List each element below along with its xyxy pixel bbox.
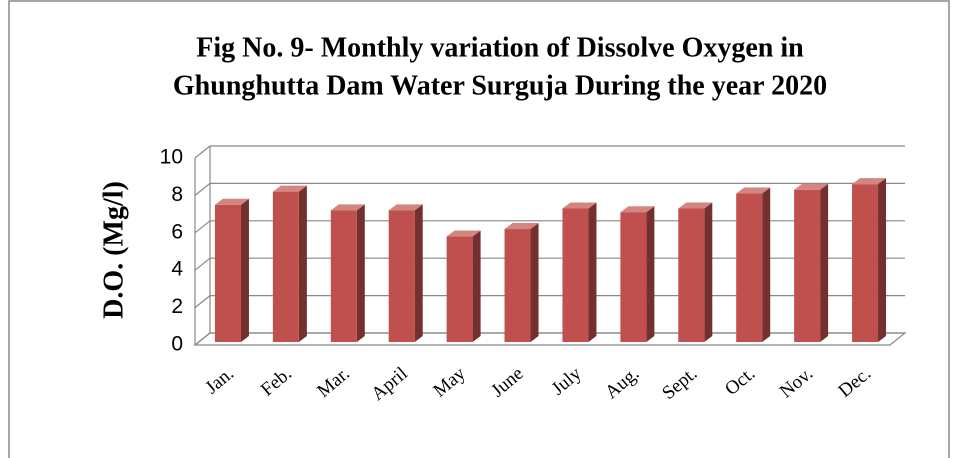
bar-side <box>530 223 539 342</box>
chart-title: Fig No. 9- Monthly variation of Dissolve… <box>196 32 804 63</box>
grid-line <box>194 257 905 271</box>
bar-top <box>272 185 307 192</box>
bar-side <box>414 204 423 342</box>
bar-top <box>330 204 365 211</box>
bar <box>794 189 821 342</box>
bar <box>562 208 589 342</box>
bar-top <box>736 187 771 194</box>
bar-side <box>240 198 249 342</box>
bar-side <box>472 230 481 342</box>
bar-top <box>446 230 481 237</box>
chart-title: Ghunghutta Dam Water Surguja During the … <box>173 70 827 101</box>
bar <box>446 236 473 342</box>
bar-side <box>588 202 597 342</box>
bar-side <box>820 183 829 342</box>
bar-top <box>388 204 423 211</box>
bar-side <box>298 185 307 342</box>
bar <box>678 208 705 342</box>
grid-line <box>194 332 905 346</box>
y-tick-label: 6 <box>171 220 183 243</box>
bar-side <box>704 202 713 342</box>
bar-side <box>356 204 365 342</box>
bar-top <box>562 202 597 209</box>
bar <box>272 191 299 342</box>
y-tick-label: 0 <box>171 333 183 356</box>
bar-side <box>646 206 655 342</box>
bar-top <box>794 183 829 190</box>
bar-top <box>620 206 655 213</box>
bar-top <box>504 223 539 230</box>
grid-line <box>194 220 905 234</box>
chart-border <box>8 0 950 458</box>
grid-line <box>194 145 905 159</box>
grid-line <box>194 182 905 196</box>
grid-line <box>194 295 905 309</box>
y-tick-label: 8 <box>171 183 183 206</box>
bar <box>736 193 763 342</box>
bar <box>330 210 357 342</box>
bar <box>214 204 241 342</box>
bar <box>388 210 415 342</box>
y-axis-label: D.O. (Mg/l) <box>98 181 129 319</box>
bar-top <box>678 202 713 209</box>
bar <box>852 184 879 342</box>
y-tick-label: 10 <box>160 146 183 169</box>
bar-top <box>214 198 249 205</box>
bar-side <box>878 178 887 342</box>
bar-top <box>852 178 887 185</box>
bar-side <box>762 187 771 342</box>
y-tick-label: 4 <box>171 258 183 281</box>
bar <box>504 229 531 342</box>
y-tick-label: 2 <box>171 295 183 318</box>
bar <box>620 212 647 342</box>
